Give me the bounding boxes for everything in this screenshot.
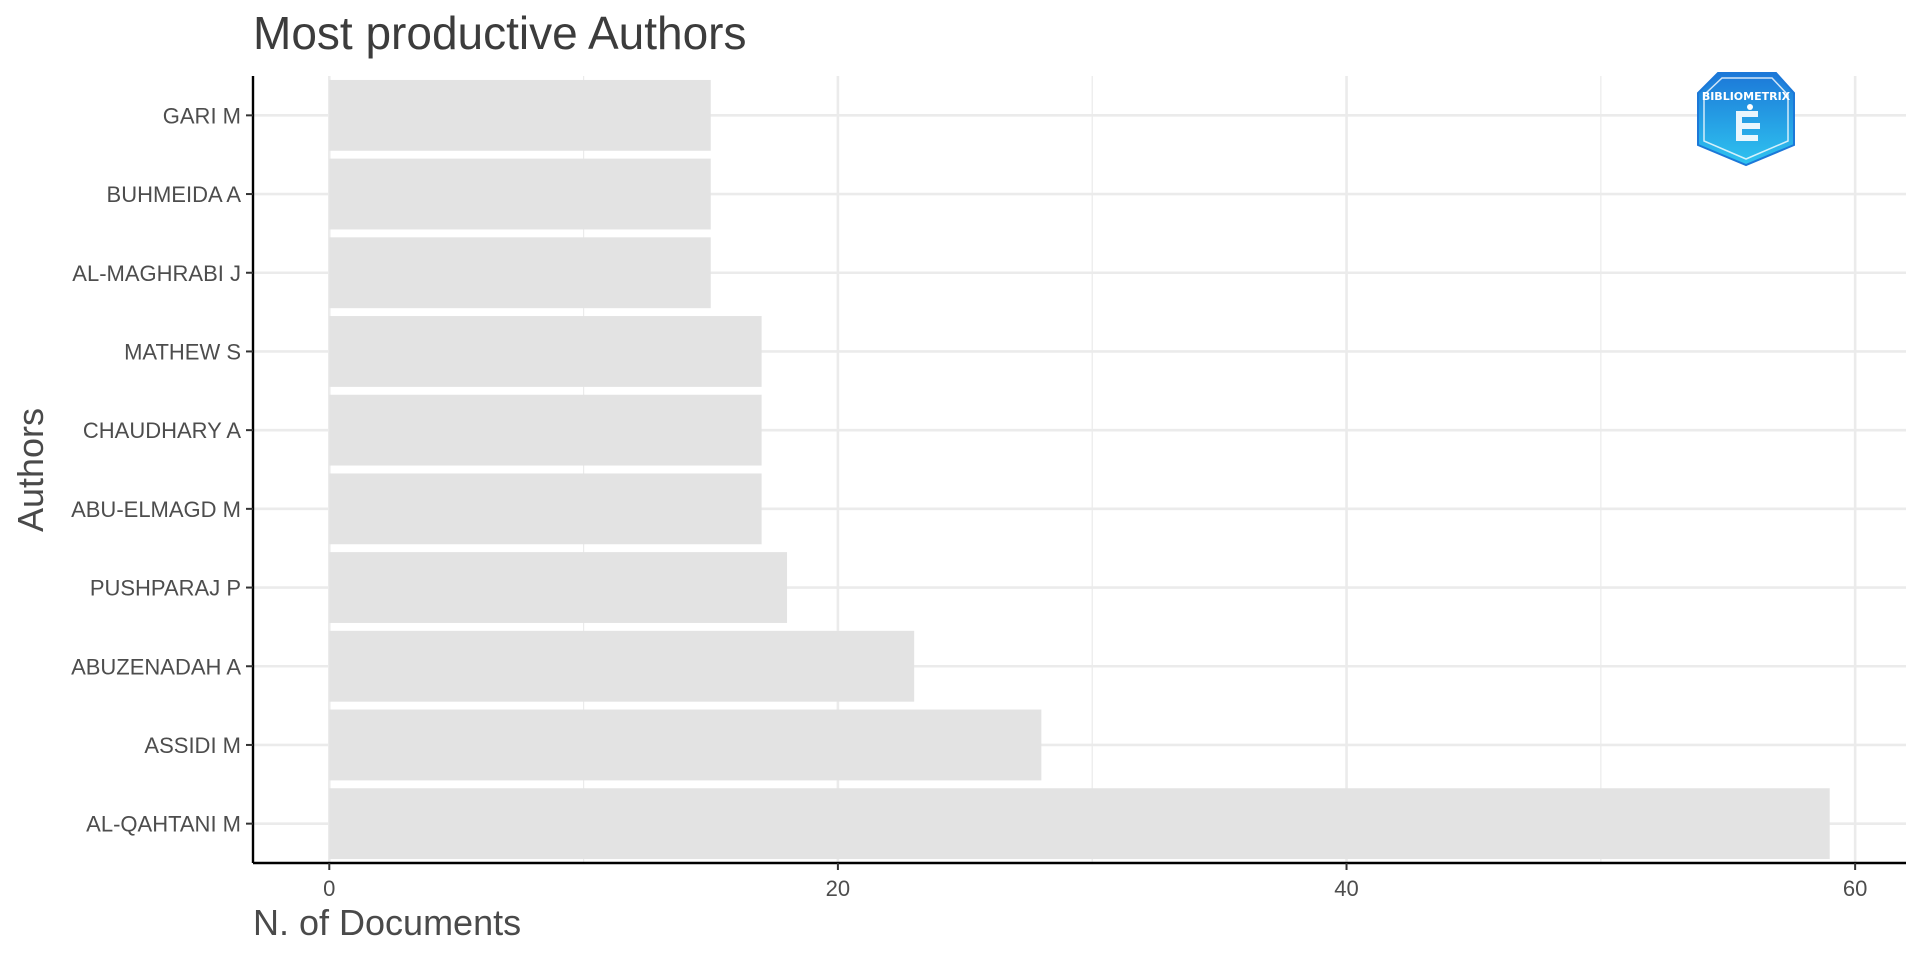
bar-abu-elmagd-m <box>329 473 762 545</box>
x-tick-label: 20 <box>826 876 850 901</box>
bar-chaudhary-a <box>329 394 762 466</box>
y-tick-label: ABU-ELMAGD M <box>71 497 241 522</box>
bar-abuzenadah-a <box>329 630 915 702</box>
y-axis-ticks: AL-QAHTANI M ASSIDI M ABUZENADAH A PUSHPARA… <box>71 103 253 837</box>
bar-assidi-m <box>329 709 1042 781</box>
y-tick-label: GARI M <box>163 103 241 128</box>
chart-title: Most productive Authors <box>253 7 746 59</box>
logo-text: BIBLIOMETRIX <box>1702 90 1791 103</box>
y-tick-label: MATHEW S <box>124 339 241 364</box>
x-axis-ticks: 0 20 40 60 <box>323 863 1867 901</box>
bar-mathew-s <box>329 316 762 387</box>
x-tick-label: 0 <box>323 876 335 901</box>
y-axis-title: Authors <box>10 408 51 532</box>
y-tick-label: AL-MAGHRABI J <box>72 261 241 286</box>
y-tick-label: BUHMEIDA A <box>107 182 242 207</box>
x-tick-label: 40 <box>1334 876 1358 901</box>
bar-al-qahtani-m <box>329 788 1830 860</box>
bar-pushparaj-p <box>329 552 788 623</box>
bar-gari-m <box>329 79 711 151</box>
y-tick-label: CHAUDHARY A <box>83 418 241 443</box>
y-tick-label: ABUZENADAH A <box>71 654 241 679</box>
logo-badge <box>1697 72 1795 167</box>
x-tick-label: 60 <box>1843 876 1867 901</box>
bibliometrix-logo-icon: BIBLIOMETRIX <box>1697 72 1795 167</box>
bars <box>329 79 1830 860</box>
bar-al-maghrabi-j <box>329 237 711 309</box>
y-tick-label: PUSHPARAJ P <box>90 576 241 601</box>
x-axis-title: N. of Documents <box>253 902 521 943</box>
y-tick-label: ASSIDI M <box>144 733 241 758</box>
y-tick-label: AL-QAHTANI M <box>86 812 241 837</box>
bar-buhmeida-a <box>329 158 711 230</box>
